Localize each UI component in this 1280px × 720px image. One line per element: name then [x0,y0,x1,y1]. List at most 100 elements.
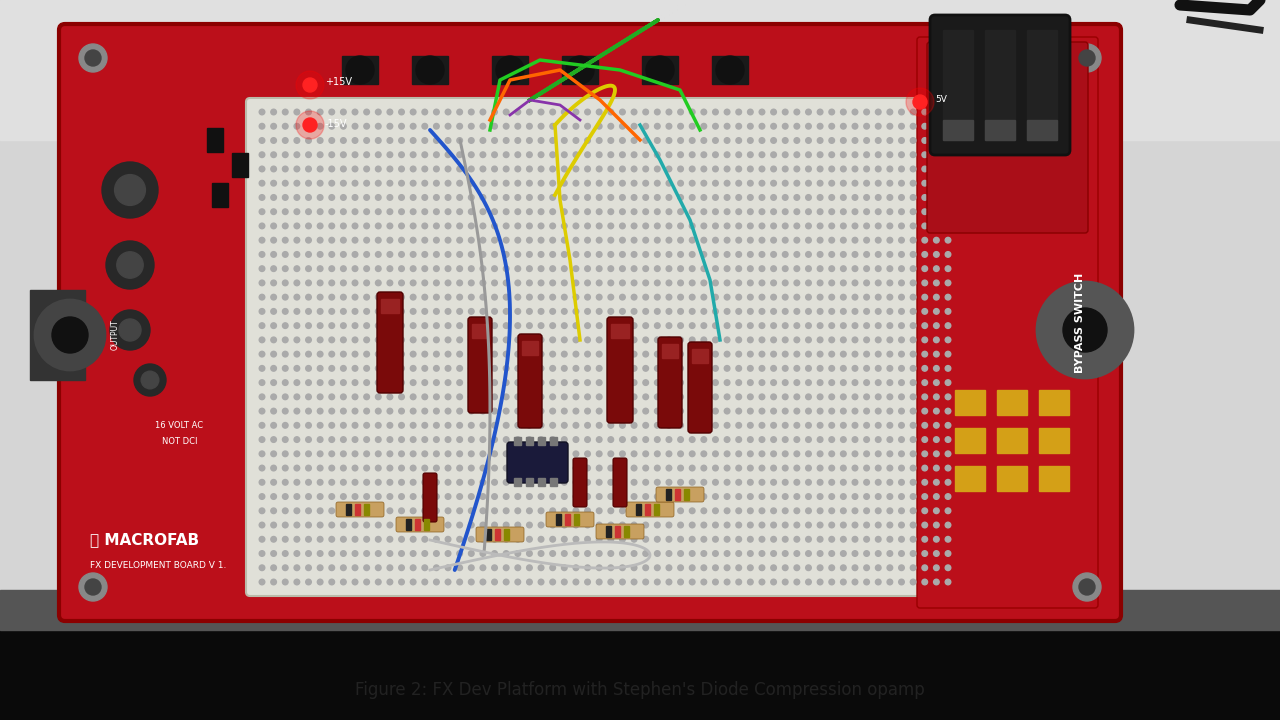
Circle shape [340,223,346,229]
Circle shape [724,536,730,542]
Circle shape [864,223,869,229]
Circle shape [771,380,777,385]
Circle shape [818,238,823,243]
Circle shape [933,166,940,172]
Circle shape [748,294,753,300]
Circle shape [690,551,695,557]
Circle shape [864,238,869,243]
Circle shape [736,309,741,314]
Circle shape [503,480,509,485]
Circle shape [550,181,556,186]
Text: 16 VOLT AC: 16 VOLT AC [155,420,204,430]
Circle shape [654,351,660,357]
Circle shape [876,351,881,357]
Circle shape [805,366,812,372]
Circle shape [329,280,334,286]
FancyBboxPatch shape [396,517,444,532]
Circle shape [283,223,288,229]
Circle shape [411,251,416,257]
Circle shape [829,138,835,143]
Circle shape [899,565,904,570]
Circle shape [515,579,521,585]
Circle shape [748,480,753,485]
Circle shape [876,494,881,500]
Circle shape [922,294,928,300]
Circle shape [864,480,869,485]
Circle shape [526,138,532,143]
Circle shape [573,238,579,243]
Circle shape [399,294,404,300]
Circle shape [515,480,521,485]
Circle shape [596,323,602,328]
Circle shape [899,209,904,215]
Circle shape [852,366,858,372]
Circle shape [445,109,451,114]
Circle shape [585,251,590,257]
Circle shape [550,238,556,243]
Circle shape [748,423,753,428]
Circle shape [922,209,928,215]
Circle shape [526,280,532,286]
Circle shape [411,138,416,143]
Circle shape [434,366,439,372]
Circle shape [271,309,276,314]
Circle shape [608,366,613,372]
Circle shape [259,551,265,557]
Circle shape [666,194,672,200]
Circle shape [690,437,695,442]
Circle shape [945,194,951,200]
Circle shape [748,238,753,243]
Circle shape [620,280,625,286]
Circle shape [910,465,916,471]
Circle shape [422,166,428,172]
Circle shape [399,522,404,528]
Circle shape [864,451,869,456]
Circle shape [411,209,416,215]
Circle shape [818,323,823,328]
Circle shape [759,522,764,528]
Circle shape [457,166,462,172]
Circle shape [585,194,590,200]
Bar [504,529,509,540]
Circle shape [271,138,276,143]
Circle shape [445,238,451,243]
Circle shape [608,494,613,500]
Circle shape [771,579,777,585]
Circle shape [748,152,753,158]
Circle shape [480,551,485,557]
Circle shape [364,394,370,400]
Bar [556,514,561,525]
Circle shape [271,480,276,485]
Circle shape [283,138,288,143]
Circle shape [771,209,777,215]
Circle shape [387,123,393,129]
Circle shape [841,508,846,513]
Circle shape [818,366,823,372]
Circle shape [526,223,532,229]
Circle shape [422,138,428,143]
Circle shape [945,337,951,343]
Circle shape [387,323,393,328]
Circle shape [585,437,590,442]
Circle shape [771,294,777,300]
Circle shape [375,238,381,243]
Circle shape [713,508,718,513]
Circle shape [771,351,777,357]
Circle shape [317,480,323,485]
Circle shape [771,565,777,570]
Circle shape [468,437,474,442]
Circle shape [306,152,311,158]
Circle shape [434,551,439,557]
Circle shape [515,494,521,500]
Circle shape [434,138,439,143]
Circle shape [364,522,370,528]
Bar [943,120,973,140]
Circle shape [899,579,904,585]
Circle shape [515,194,521,200]
Circle shape [829,536,835,542]
Circle shape [736,181,741,186]
Circle shape [375,465,381,471]
Circle shape [317,280,323,286]
Circle shape [782,251,788,257]
Circle shape [492,408,498,414]
